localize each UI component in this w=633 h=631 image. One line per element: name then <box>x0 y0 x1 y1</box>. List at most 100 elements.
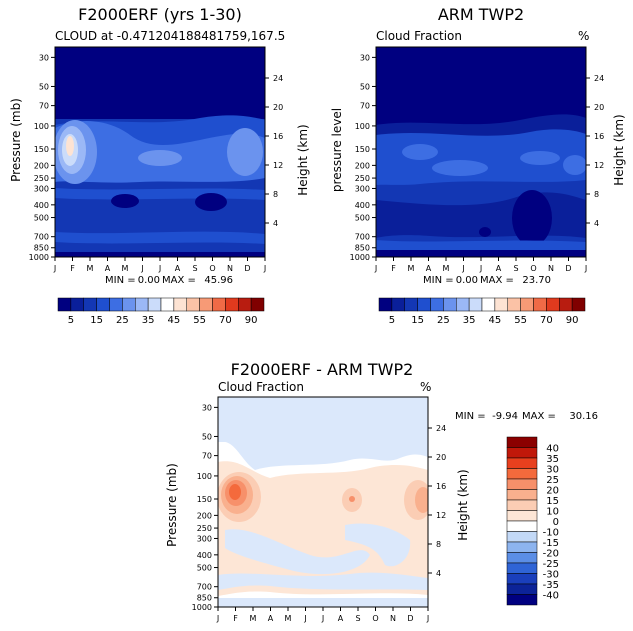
x-tick-label: J <box>479 264 482 273</box>
right-tick-label: 12 <box>594 161 604 170</box>
y-tick-label: 50 <box>360 82 370 91</box>
right-tick-label: 16 <box>594 132 604 141</box>
colorbar-swatch <box>507 297 521 312</box>
x-tick-label: N <box>390 614 396 623</box>
x-tick-label: D <box>407 614 413 623</box>
right-tick-label: 16 <box>273 132 283 141</box>
colorbar-label: 70 <box>219 315 232 326</box>
colorbar-swatch <box>443 297 457 312</box>
panel2-min-label: MIN = <box>423 275 454 286</box>
panel1-contours <box>55 47 265 257</box>
panel2-max-label: MAX = <box>480 275 514 286</box>
y-tick-label: 70 <box>39 102 49 111</box>
colorbar-label: -25 <box>543 559 559 570</box>
colorbar-swatch <box>506 499 538 511</box>
colorbar-label: 25 <box>437 315 450 326</box>
y-tick-label: 100 <box>355 122 370 131</box>
colorbar-swatch <box>391 297 405 312</box>
x-tick-label: J <box>263 264 266 273</box>
x-tick-label: J <box>53 264 56 273</box>
colorbar-swatch <box>559 297 573 312</box>
x-tick-label: S <box>355 614 360 623</box>
colorbar-label: -30 <box>543 570 559 581</box>
x-tick-label: J <box>321 614 324 623</box>
colorbar-label: 20 <box>546 486 559 497</box>
colorbar-swatch <box>506 573 538 585</box>
colorbar-swatch <box>506 531 538 543</box>
y-tick-label: 200 <box>355 161 370 170</box>
x-tick-label: J <box>216 614 219 623</box>
colorbar-swatch <box>173 297 187 312</box>
colorbar-label: 90 <box>566 315 579 326</box>
colorbar-swatch <box>571 297 586 312</box>
y-tick-label: 100 <box>197 472 212 481</box>
colorbar-swatch <box>70 297 84 312</box>
y-tick-label: 1000 <box>350 253 370 262</box>
panel2-colorbar: 5 15 25 35 45 55 70 90 <box>378 297 586 326</box>
y-tick-label: 50 <box>39 82 49 91</box>
x-tick-label: A <box>268 614 274 623</box>
colorbar-swatch <box>404 297 418 312</box>
colorbar-swatch <box>546 297 560 312</box>
colorbar-label: 55 <box>193 315 206 326</box>
right-tick-label: 24 <box>273 74 283 83</box>
x-tick-label: D <box>565 264 571 273</box>
panel2-title: ARM TWP2 <box>438 5 524 24</box>
x-tick-label: J <box>140 264 143 273</box>
colorbar-swatch <box>109 297 123 312</box>
colorbar-swatch <box>506 447 538 459</box>
colorbar-label: 55 <box>514 315 527 326</box>
panel-difference: F2000ERF - ARM TWP2 Cloud Fraction Press… <box>165 360 598 623</box>
x-tick-label: J <box>374 264 377 273</box>
colorbar-swatch <box>456 297 470 312</box>
y-tick-label: 500 <box>355 214 370 223</box>
panel-observation: ARM TWP2 Cloud Fraction pressure level H… <box>330 5 626 326</box>
x-tick-label: M <box>408 264 415 273</box>
colorbar-swatch <box>494 297 508 312</box>
colorbar-label: 10 <box>546 507 559 518</box>
x-tick-label: F <box>233 614 238 623</box>
panel1-ylabel: Pressure (mb) <box>9 98 23 182</box>
right-tick-label: 4 <box>273 219 278 228</box>
colorbar-swatch <box>506 457 538 469</box>
panel1-min: 0.00 <box>138 275 160 286</box>
colorbar-label: 30 <box>546 465 559 476</box>
colorbar-swatch <box>506 436 538 448</box>
y-tick-label: 400 <box>355 201 370 210</box>
x-tick-label: O <box>530 264 536 273</box>
x-tick-label: A <box>105 264 111 273</box>
panel2-unit: % <box>578 29 589 43</box>
x-tick-label: D <box>244 264 250 273</box>
panel3-unit: % <box>420 380 431 394</box>
colorbar-swatch <box>506 552 538 564</box>
colorbar-swatch <box>186 297 200 312</box>
y-tick-label: 850 <box>355 244 370 253</box>
colorbar-swatch <box>506 562 538 574</box>
colorbar-swatch <box>533 297 547 312</box>
x-tick-label: M <box>443 264 450 273</box>
x-tick-label: N <box>548 264 554 273</box>
panel1-subtitle: CLOUD at -0.471204188481759,167.5 <box>55 29 285 43</box>
y-tick-label: 700 <box>34 233 49 242</box>
panel2-ylabel: pressure level <box>330 108 344 192</box>
colorbar-swatch <box>481 297 496 312</box>
panel1-right-ylabel: Height (km) <box>296 124 310 195</box>
y-tick-label: 300 <box>34 184 49 193</box>
colorbar-label: -15 <box>543 538 559 549</box>
y-tick-label: 500 <box>34 214 49 223</box>
colorbar-swatch <box>96 297 110 312</box>
x-tick-label: M <box>285 614 292 623</box>
colorbar-label: 0 <box>553 517 559 528</box>
x-tick-label: J <box>158 264 161 273</box>
colorbar-swatch <box>506 520 538 532</box>
y-tick-label: 700 <box>197 583 212 592</box>
colorbar-swatch <box>212 297 226 312</box>
colorbar-label: 25 <box>546 475 559 486</box>
y-tick-label: 250 <box>197 524 212 533</box>
y-tick-label: 30 <box>202 403 212 412</box>
right-tick-label: 12 <box>436 511 446 520</box>
x-tick-label: A <box>338 614 344 623</box>
